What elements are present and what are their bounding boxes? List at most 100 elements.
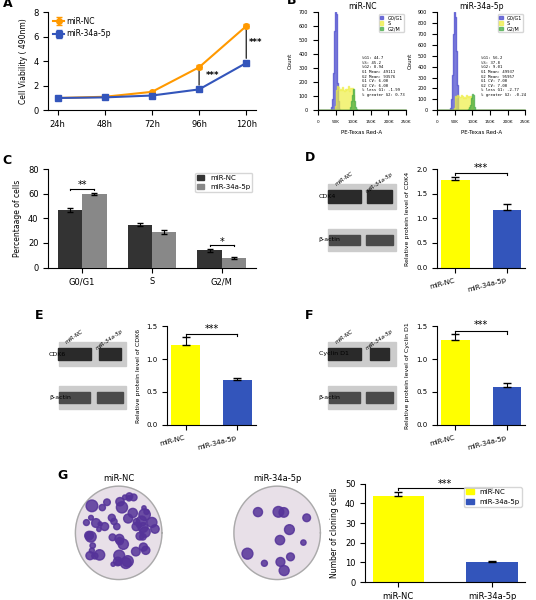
Bar xyxy=(329,235,360,245)
Bar xyxy=(59,386,126,409)
Text: Cyclin D1: Cyclin D1 xyxy=(319,352,348,356)
Text: miR-34a-5p: miR-34a-5p xyxy=(95,328,124,351)
Text: F: F xyxy=(304,308,313,322)
Circle shape xyxy=(279,566,289,575)
Bar xyxy=(128,224,152,268)
Circle shape xyxy=(262,560,267,566)
Circle shape xyxy=(122,556,133,567)
Circle shape xyxy=(151,525,159,533)
Circle shape xyxy=(86,500,98,512)
Circle shape xyxy=(254,508,263,517)
Circle shape xyxy=(139,543,147,551)
Bar xyxy=(367,235,393,245)
Circle shape xyxy=(121,557,131,569)
Circle shape xyxy=(147,517,157,527)
Circle shape xyxy=(87,533,93,539)
X-axis label: PE-Texas Red-A: PE-Texas Red-A xyxy=(341,130,383,134)
Circle shape xyxy=(133,518,140,525)
Circle shape xyxy=(301,540,306,545)
Circle shape xyxy=(99,505,106,511)
Circle shape xyxy=(86,551,94,560)
Circle shape xyxy=(98,522,102,526)
Text: ***: *** xyxy=(249,38,262,47)
Circle shape xyxy=(242,548,253,559)
Bar xyxy=(329,229,396,251)
Circle shape xyxy=(92,553,98,559)
Text: CDK4: CDK4 xyxy=(319,194,336,199)
Circle shape xyxy=(303,514,310,521)
Bar xyxy=(222,257,246,268)
Circle shape xyxy=(85,532,93,540)
Circle shape xyxy=(116,538,123,545)
Circle shape xyxy=(132,523,140,530)
Circle shape xyxy=(109,534,116,541)
X-axis label: PE-Texas Red-A: PE-Texas Red-A xyxy=(460,130,502,134)
Text: ***: *** xyxy=(474,163,488,173)
Text: E: E xyxy=(35,308,43,322)
Circle shape xyxy=(126,493,133,500)
Circle shape xyxy=(138,523,148,532)
Circle shape xyxy=(139,509,150,520)
Circle shape xyxy=(131,547,140,556)
Title: miR-34a-5p: miR-34a-5p xyxy=(459,2,503,11)
Bar xyxy=(329,184,396,209)
Text: miR-NC: miR-NC xyxy=(334,328,354,344)
Legend: miR-NC, miR-34a-5p: miR-NC, miR-34a-5p xyxy=(196,173,252,193)
Circle shape xyxy=(103,499,110,506)
Circle shape xyxy=(140,533,146,540)
Text: D: D xyxy=(304,151,315,164)
Circle shape xyxy=(137,516,146,526)
Circle shape xyxy=(279,508,288,517)
Title: miR-NC: miR-NC xyxy=(103,474,135,483)
Text: β-actin: β-actin xyxy=(319,395,341,400)
Title: miR-NC: miR-NC xyxy=(348,2,376,11)
Bar xyxy=(367,190,392,203)
Text: miR-NC: miR-NC xyxy=(334,171,354,187)
Circle shape xyxy=(140,527,150,537)
Circle shape xyxy=(285,524,294,535)
Text: C: C xyxy=(3,154,12,167)
Bar xyxy=(441,180,470,268)
Text: CDK6: CDK6 xyxy=(49,352,66,356)
Circle shape xyxy=(142,546,150,554)
Text: miR-NC: miR-NC xyxy=(65,328,85,344)
Circle shape xyxy=(128,508,137,518)
Bar xyxy=(152,232,176,268)
Bar xyxy=(329,392,360,403)
Y-axis label: Percentaage of cells: Percentaage of cells xyxy=(13,180,23,257)
Text: G: G xyxy=(58,469,68,482)
Circle shape xyxy=(115,535,124,543)
Legend: miR-NC, miR-34a-5p: miR-NC, miR-34a-5p xyxy=(464,487,522,507)
Text: ***: *** xyxy=(204,324,219,334)
Circle shape xyxy=(88,515,93,520)
Bar xyxy=(329,386,396,409)
Circle shape xyxy=(136,532,144,540)
Circle shape xyxy=(92,518,100,527)
Polygon shape xyxy=(234,486,321,580)
Circle shape xyxy=(90,548,94,553)
Text: **: ** xyxy=(77,180,87,190)
Bar xyxy=(327,190,361,203)
Bar xyxy=(97,392,123,403)
Text: B: B xyxy=(287,0,296,7)
Circle shape xyxy=(111,562,115,566)
Bar xyxy=(197,250,222,268)
Text: ***: *** xyxy=(438,479,452,488)
Circle shape xyxy=(94,550,105,560)
Circle shape xyxy=(118,539,129,550)
Text: ***: *** xyxy=(474,320,488,331)
Title: miR-34a-5p: miR-34a-5p xyxy=(253,474,301,483)
Circle shape xyxy=(287,553,294,561)
Text: miR-34a-5p: miR-34a-5p xyxy=(365,171,394,194)
Circle shape xyxy=(111,518,117,524)
Bar xyxy=(58,210,82,268)
Legend: G0/G1, S, G2/M: G0/G1, S, G2/M xyxy=(378,14,404,32)
Bar xyxy=(82,194,107,268)
Circle shape xyxy=(96,527,101,532)
Y-axis label: Count: Count xyxy=(288,53,293,69)
Bar xyxy=(59,342,126,366)
Circle shape xyxy=(108,514,115,521)
Legend: G0/G1, S, G2/M: G0/G1, S, G2/M xyxy=(498,14,523,32)
Circle shape xyxy=(130,494,137,501)
Circle shape xyxy=(114,523,120,530)
